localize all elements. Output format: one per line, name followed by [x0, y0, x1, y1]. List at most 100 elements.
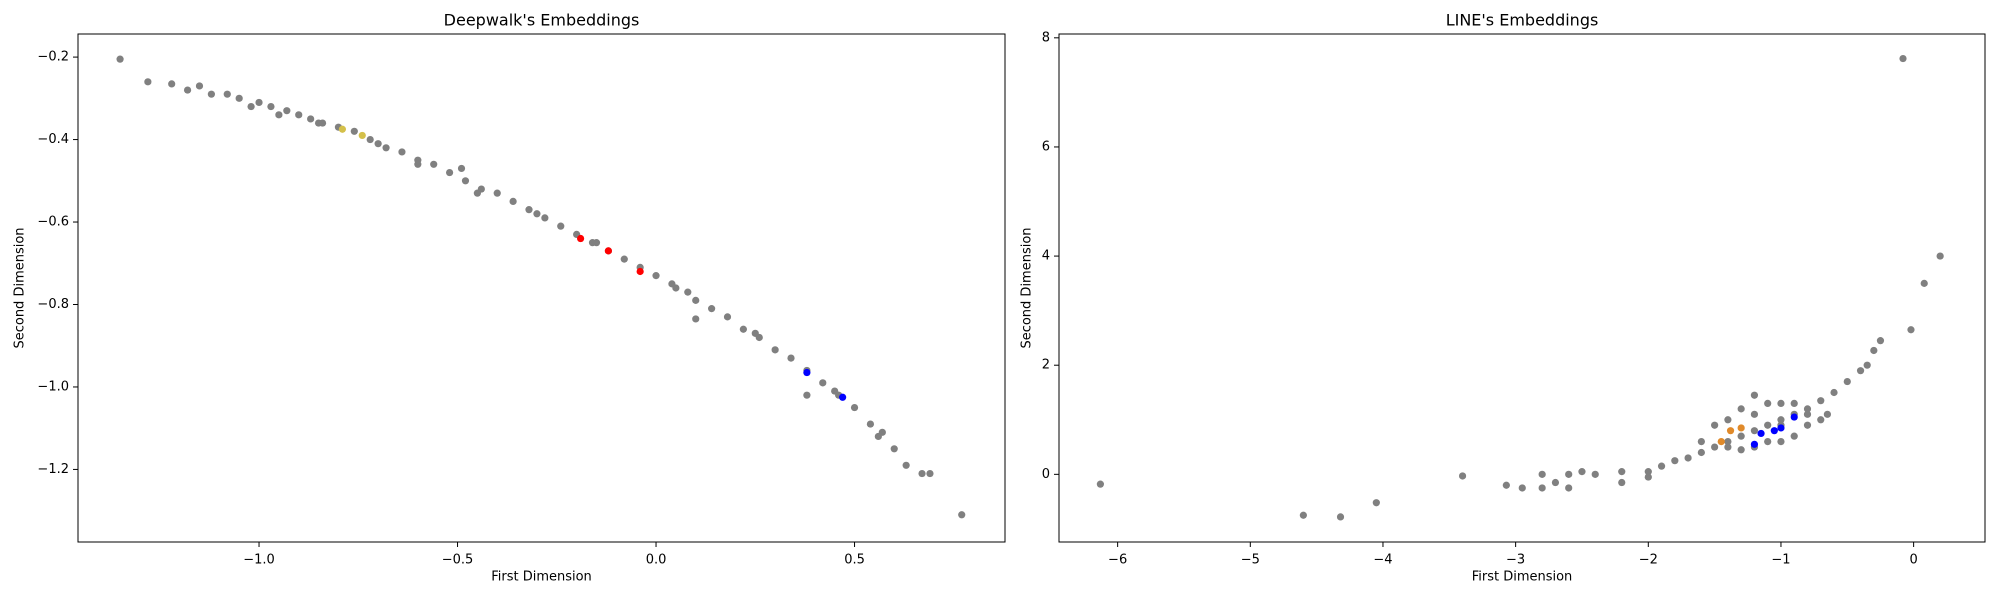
point [1565, 470, 1573, 478]
point [850, 403, 859, 412]
point [1750, 440, 1759, 448]
plot-frame [77, 33, 1006, 543]
point [831, 387, 839, 395]
point [592, 239, 601, 247]
y-tick-label: 6 [1042, 139, 1050, 154]
point [771, 346, 779, 354]
point [493, 189, 501, 197]
point [1876, 337, 1885, 345]
point [918, 469, 926, 478]
point [692, 296, 700, 304]
x-tick-label: 0.5 [844, 553, 865, 568]
point [1538, 484, 1546, 492]
point [295, 111, 303, 119]
y-tick-label: 0 [1042, 467, 1050, 482]
point [255, 98, 263, 107]
point [1618, 468, 1626, 476]
point [1372, 499, 1380, 507]
point [1764, 438, 1772, 446]
point [1711, 443, 1719, 451]
point [430, 160, 438, 168]
point [116, 55, 124, 63]
point [723, 313, 732, 321]
point [803, 368, 811, 377]
point [207, 90, 215, 98]
point [247, 102, 255, 111]
chart-title: Deepwalk's Embeddings [444, 11, 640, 30]
point [787, 354, 795, 362]
point [366, 135, 374, 144]
point [1726, 427, 1735, 435]
x-axis-label: First Dimension [491, 570, 592, 585]
point [1803, 405, 1812, 413]
point [382, 144, 390, 152]
point [819, 379, 827, 387]
point [533, 210, 541, 218]
point [1671, 457, 1679, 465]
plot-frame [1058, 33, 1986, 543]
x-tick-label: −1 [1771, 553, 1790, 568]
point [1737, 424, 1745, 432]
point [1578, 468, 1586, 476]
point [926, 469, 934, 478]
point [1777, 438, 1785, 446]
point [445, 168, 454, 177]
x-tick-label: −3 [1506, 553, 1525, 568]
point [1770, 427, 1778, 435]
point [1899, 54, 1907, 63]
point [1757, 429, 1765, 438]
x-tick-label: −5 [1241, 553, 1260, 568]
point [1777, 416, 1785, 424]
point [672, 284, 680, 292]
point [1591, 470, 1599, 478]
point [684, 288, 692, 296]
point [1096, 480, 1104, 488]
y-tick-label: −0.4 [37, 132, 69, 147]
point [1644, 468, 1652, 476]
point [1907, 326, 1915, 334]
point [1764, 421, 1772, 429]
x-tick-label: −2 [1639, 553, 1658, 568]
point [1724, 443, 1732, 451]
point [1750, 410, 1759, 418]
point [1618, 478, 1626, 487]
x-tick-label: −6 [1108, 553, 1127, 568]
point [235, 94, 243, 102]
point [183, 86, 192, 94]
y-tick-label: −1.2 [37, 462, 69, 477]
x-axis-label: First Dimension [1472, 570, 1573, 585]
point [457, 164, 466, 173]
x-tick-label: 0.0 [646, 553, 667, 568]
point [1870, 346, 1878, 355]
x-tick-label: −1.0 [243, 553, 275, 568]
point [1856, 367, 1865, 375]
point [1737, 432, 1745, 440]
point [958, 511, 966, 519]
point [195, 82, 204, 90]
x-tick-label: −0.5 [442, 553, 474, 568]
y-tick-label: −0.8 [37, 297, 69, 312]
point [1803, 421, 1812, 429]
y-tick-label: 2 [1042, 358, 1050, 373]
point [1764, 399, 1772, 408]
point [1711, 421, 1719, 429]
point [1920, 279, 1928, 287]
point [358, 131, 366, 140]
y-tick-label: 8 [1042, 30, 1050, 45]
point [1717, 438, 1725, 446]
chart-title: LINE's Embeddings [1446, 11, 1599, 30]
point [1790, 399, 1798, 408]
y-axis-label: Second Dimension [13, 227, 28, 348]
point [338, 125, 347, 133]
point [1724, 416, 1732, 424]
point [223, 90, 231, 98]
x-tick-label: −4 [1373, 553, 1392, 568]
point [636, 267, 644, 276]
point [751, 329, 759, 337]
y-axis-label: Second Dimension [1020, 227, 1035, 348]
point [473, 189, 481, 197]
point [1644, 473, 1652, 481]
point [1299, 511, 1307, 519]
point [1817, 416, 1825, 424]
